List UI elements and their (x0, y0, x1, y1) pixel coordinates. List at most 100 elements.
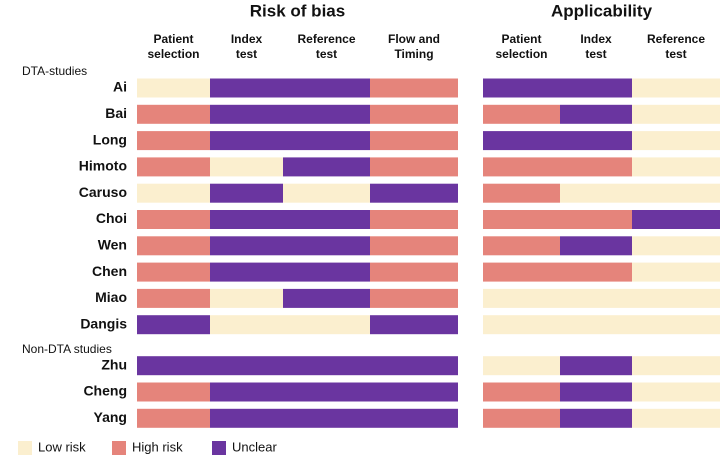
column-header: Patient (501, 32, 541, 46)
column-header: Reference (297, 32, 355, 46)
column-header: test (665, 47, 686, 61)
rating-cell (483, 236, 560, 256)
study-name: Long (93, 131, 127, 147)
rating-cell (483, 315, 560, 335)
rating-cell (210, 315, 283, 335)
study-name: Bai (105, 105, 127, 121)
rating-cell (370, 356, 458, 376)
rating-cell (483, 183, 560, 203)
column-header: Reference (647, 32, 705, 46)
rating-cell (370, 157, 458, 177)
rating-cell (283, 210, 370, 229)
rating-cell (370, 408, 458, 428)
rating-cell (210, 408, 283, 428)
study-name: Cheng (83, 383, 127, 399)
rating-cell (560, 315, 632, 335)
column-header: selection (495, 47, 547, 61)
rating-cell (483, 210, 560, 229)
rating-cell (632, 262, 720, 282)
rating-cell (210, 78, 283, 98)
rating-cell (632, 210, 720, 229)
rating-cell (483, 157, 560, 177)
rating-cell (137, 315, 210, 335)
column-header: test (316, 47, 337, 61)
column-header: Index (231, 32, 263, 46)
rating-cell (632, 382, 720, 402)
rating-cell (283, 262, 370, 282)
rating-cell (560, 104, 632, 124)
rating-cell (137, 382, 210, 402)
rating-cell (283, 183, 370, 203)
rating-cell (137, 78, 210, 98)
column-header: Index (580, 32, 612, 46)
rating-cell (560, 356, 632, 376)
rating-cell (283, 382, 370, 402)
rating-cell (370, 236, 458, 256)
legend-swatch (18, 441, 32, 455)
rating-cell (560, 78, 632, 98)
legend-swatch (112, 441, 126, 455)
rating-cell (283, 157, 370, 177)
group-title: Risk of bias (250, 1, 345, 20)
rating-cell (210, 104, 283, 124)
rating-cell (210, 236, 283, 256)
rating-cell (137, 288, 210, 308)
study-name: Chen (92, 263, 127, 279)
rating-cell (370, 315, 458, 335)
rating-cell (210, 382, 283, 402)
rating-cell (632, 157, 720, 177)
rating-cell (137, 210, 210, 229)
rating-cell (632, 315, 720, 335)
rating-cell (283, 315, 370, 335)
rating-cell (560, 288, 632, 308)
legend-label: Low risk (38, 439, 86, 454)
rating-cell (560, 262, 632, 282)
rating-cell (632, 183, 720, 203)
rating-cell (370, 104, 458, 124)
section-label: Non-DTA studies (22, 342, 112, 356)
rating-cell (210, 157, 283, 177)
rating-cell (632, 236, 720, 256)
rating-cell (283, 288, 370, 308)
rating-cell (137, 183, 210, 203)
legend-label: Unclear (232, 439, 277, 454)
rating-cell (283, 236, 370, 256)
rating-cell (210, 183, 283, 203)
rating-cell (483, 408, 560, 428)
rating-cell (560, 236, 632, 256)
study-name: Choi (96, 210, 127, 226)
column-header: Timing (394, 47, 433, 61)
rating-cell (137, 104, 210, 124)
rating-cell (483, 78, 560, 98)
rating-cell (283, 408, 370, 428)
rating-cell (137, 408, 210, 428)
rating-cell (370, 78, 458, 98)
column-header: Flow and (388, 32, 440, 46)
rating-cell (560, 210, 632, 229)
rating-cell (370, 131, 458, 151)
rating-cell (210, 131, 283, 151)
rating-cell (137, 236, 210, 256)
rating-cell (137, 356, 210, 376)
rating-cell (210, 356, 283, 376)
rating-cell (560, 408, 632, 428)
rating-cell (483, 262, 560, 282)
rating-cell (370, 210, 458, 229)
study-name: Zhu (101, 356, 127, 372)
rating-cell (632, 356, 720, 376)
legend-label: High risk (132, 439, 183, 454)
rating-cell (560, 157, 632, 177)
study-name: Caruso (79, 184, 127, 200)
study-name: Yang (94, 409, 127, 425)
rating-cell (370, 262, 458, 282)
rating-cell (283, 78, 370, 98)
rating-cell (137, 157, 210, 177)
study-name: Ai (113, 79, 127, 95)
rating-cell (560, 131, 632, 151)
column-header: test (585, 47, 606, 61)
rating-cell (137, 262, 210, 282)
rating-cell (483, 382, 560, 402)
column-header: selection (147, 47, 199, 61)
rating-cell (632, 288, 720, 308)
